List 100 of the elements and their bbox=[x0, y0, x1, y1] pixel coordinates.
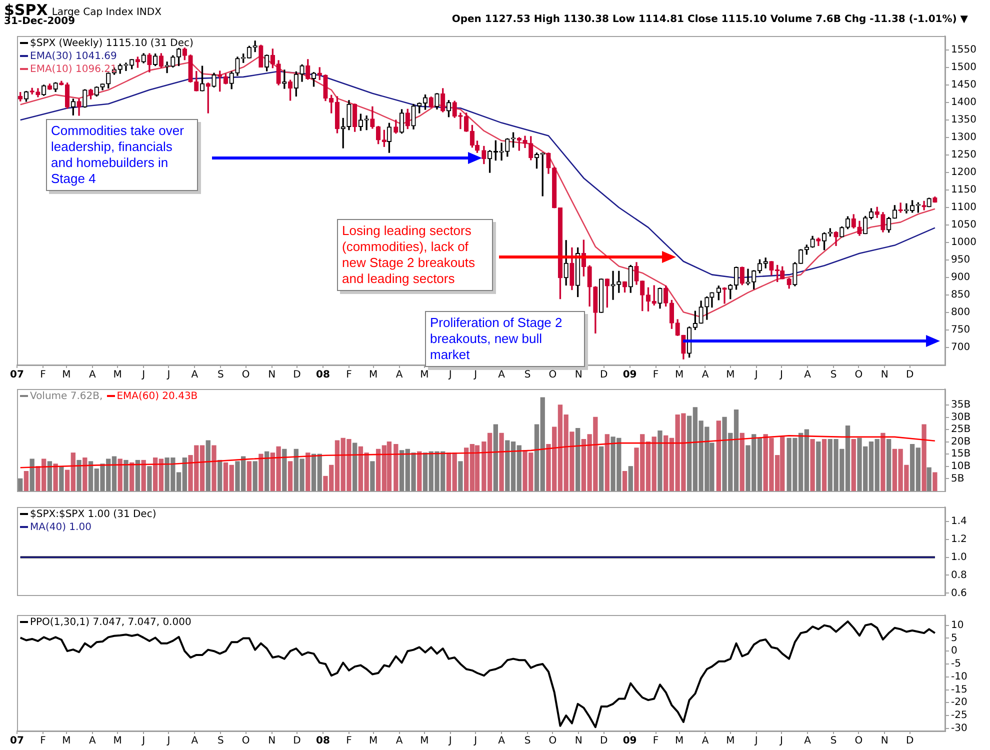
x-tick-label: N bbox=[880, 370, 888, 381]
x-tick-label: A bbox=[498, 370, 506, 381]
y-tick-label: 0.8 bbox=[951, 570, 967, 581]
bar bbox=[82, 457, 88, 491]
bar bbox=[458, 461, 463, 491]
x-tick-label: J bbox=[448, 736, 452, 747]
bar bbox=[24, 471, 29, 491]
bar bbox=[264, 451, 270, 491]
bar bbox=[218, 460, 222, 491]
x-tick-label: M bbox=[674, 736, 684, 747]
x-tick-label: J bbox=[473, 370, 478, 381]
x-tick-label: A bbox=[191, 370, 198, 381]
chart-subtitle: Large Cap Index INDX bbox=[52, 7, 162, 18]
bar bbox=[493, 424, 498, 491]
x-tick-label: O bbox=[242, 370, 250, 381]
y-tick-label: 1550 bbox=[951, 44, 976, 56]
x-tick-label: M bbox=[113, 370, 122, 381]
bar bbox=[282, 448, 287, 491]
y-tick-label: 1150 bbox=[951, 184, 976, 196]
x-tick-label: J bbox=[473, 736, 478, 747]
x-tick-label: A bbox=[396, 370, 403, 381]
x-tick-label: F bbox=[346, 736, 352, 747]
bar bbox=[926, 467, 932, 491]
text: 31-Dec-2009 bbox=[4, 16, 76, 27]
y-tick-label: -10 bbox=[951, 671, 968, 682]
y-tick-label: 1450 bbox=[951, 80, 976, 91]
bar bbox=[18, 478, 23, 491]
y-tick-label: 1100 bbox=[951, 202, 976, 214]
x-tick-label: S bbox=[524, 736, 531, 747]
bar bbox=[394, 444, 398, 491]
bar bbox=[306, 452, 310, 491]
x-tick-label: A bbox=[702, 736, 709, 747]
bar bbox=[370, 461, 375, 491]
x-tick-label: O bbox=[242, 736, 250, 747]
x-tick-label: F bbox=[40, 370, 46, 381]
x-tick-label: A bbox=[804, 736, 812, 747]
x-tick-label: A bbox=[804, 370, 812, 381]
x-tick-label: 07 bbox=[10, 736, 24, 747]
x-tick-label: M bbox=[62, 370, 71, 381]
x-tick-label: S bbox=[830, 370, 837, 381]
y-tick-label: 5 bbox=[951, 632, 958, 644]
x-tick-label: N bbox=[574, 370, 582, 381]
candlestick bbox=[364, 115, 369, 130]
legend-label: $SPX (Weekly) 1115.10 (31 Dec) bbox=[30, 38, 194, 49]
bar bbox=[130, 462, 134, 491]
legend-label: MA(40) 1.00 bbox=[30, 522, 92, 533]
x-tick-label: D bbox=[906, 736, 914, 747]
legend-label: EMA(30) 1041.69 bbox=[30, 51, 117, 62]
bar bbox=[628, 466, 633, 491]
bar bbox=[886, 439, 892, 491]
y-tick-label: 850 bbox=[951, 290, 970, 301]
x-tick-label: 09 bbox=[622, 736, 637, 747]
bar bbox=[252, 461, 258, 491]
y-tick-label: 5B bbox=[951, 473, 964, 484]
bar bbox=[246, 461, 252, 491]
x-tick-label: A bbox=[498, 736, 506, 747]
y-tick-label: 0 bbox=[951, 646, 958, 657]
legend-label: PPO(1,30,1) 7.047, 7.047, 0.000 bbox=[30, 617, 192, 628]
bar bbox=[816, 442, 821, 491]
y-tick-label: -20 bbox=[951, 697, 968, 708]
bar bbox=[118, 458, 122, 491]
x-tick-label: A bbox=[191, 736, 198, 747]
x-tick-label: M bbox=[726, 736, 735, 747]
bar bbox=[740, 432, 744, 491]
legend-label: Volume 7.62B, bbox=[30, 391, 103, 402]
y-tick-label: -5 bbox=[951, 658, 961, 670]
chart-title: $SPX bbox=[4, 1, 48, 19]
x-tick-label: S bbox=[218, 370, 224, 381]
bar bbox=[922, 424, 926, 491]
x-tick-label: F bbox=[652, 370, 659, 381]
bar bbox=[499, 432, 504, 491]
bar bbox=[206, 440, 210, 491]
y-tick-label: 25B bbox=[951, 424, 971, 436]
legend-label: EMA(60) 20.43B bbox=[116, 391, 198, 402]
x-tick-label: F bbox=[346, 370, 352, 381]
y-tick-label: -15 bbox=[951, 684, 968, 696]
bar bbox=[658, 430, 662, 491]
x-tick-label: D bbox=[600, 370, 608, 381]
x-tick-label: A bbox=[702, 370, 709, 381]
bar bbox=[141, 460, 146, 491]
x-tick-label: F bbox=[40, 736, 46, 747]
x-tick-label: N bbox=[880, 736, 888, 747]
y-tick-label: 30B bbox=[951, 412, 971, 423]
bar bbox=[822, 439, 827, 491]
bar bbox=[622, 471, 628, 491]
bar bbox=[47, 461, 52, 491]
bar bbox=[258, 454, 264, 491]
bar bbox=[598, 446, 604, 491]
x-tick-label: J bbox=[141, 736, 146, 747]
x-tick-label: J bbox=[779, 736, 784, 747]
x-tick-label: O bbox=[548, 370, 557, 381]
annotation: Commodities take over leadership, financials and homebuilders in Stage 4 bbox=[46, 119, 198, 191]
x-tick-label: M bbox=[726, 370, 735, 381]
y-tick-label: 1.4 bbox=[951, 516, 967, 527]
y-tick-label: 1.0 bbox=[951, 552, 967, 563]
y-tick-label: 1350 bbox=[951, 114, 976, 126]
bar bbox=[288, 461, 293, 491]
y-tick-label: 1200 bbox=[951, 167, 976, 178]
x-tick-label: J bbox=[166, 736, 170, 747]
y-tick-label: 0.6 bbox=[951, 588, 967, 599]
